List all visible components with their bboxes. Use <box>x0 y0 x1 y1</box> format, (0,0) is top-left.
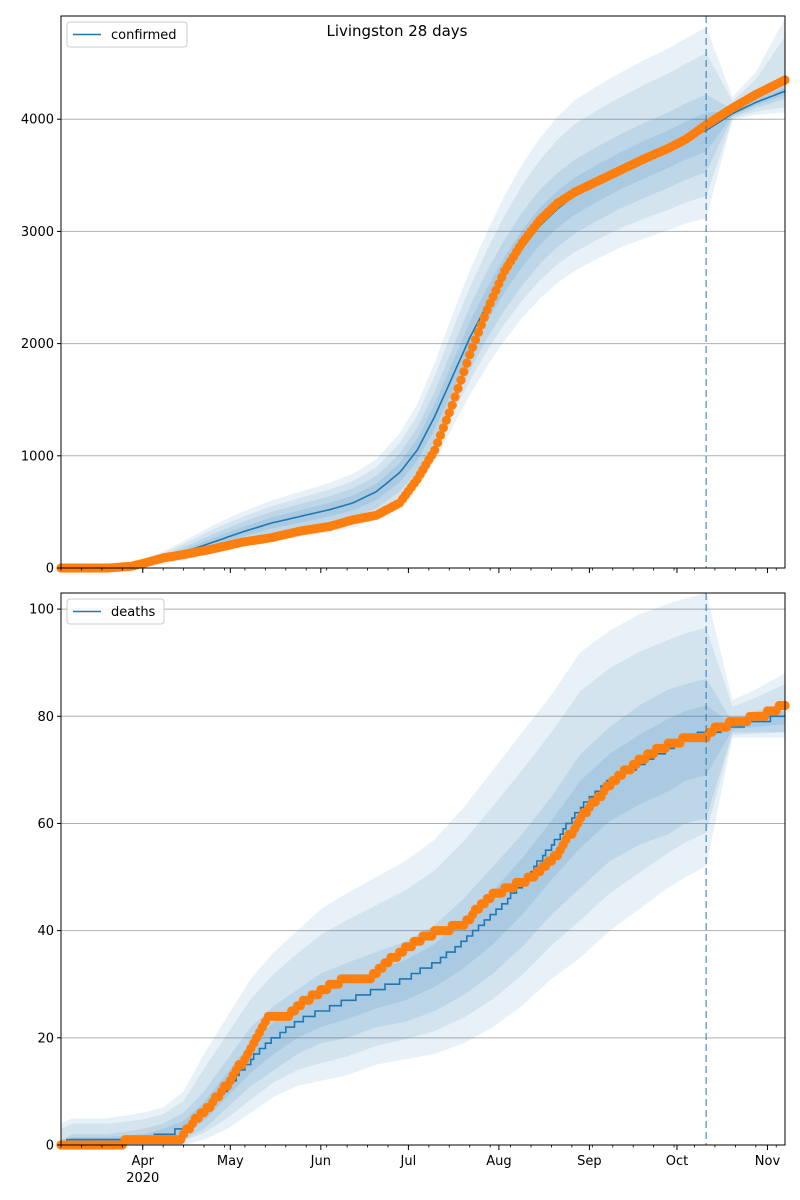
uncertainty-band-mid <box>61 627 785 1145</box>
y-tick-label: 2000 <box>21 337 54 352</box>
uncertainty-band-core <box>61 705 785 1145</box>
uncertainty-band-core <box>61 87 785 568</box>
y-tick-label: 4000 <box>21 113 54 128</box>
uncertainty-band-mid <box>61 36 785 568</box>
observed-point <box>479 312 489 322</box>
observed-point <box>433 438 443 448</box>
confirmed-chart-panel: 0 1000 2000 3000 4000 confirmed <box>21 15 790 577</box>
legend-label: confirmed <box>111 28 177 43</box>
x-tick-label: Oct <box>666 1154 688 1169</box>
x-tick-label: Nov <box>755 1154 781 1169</box>
legend: confirmed <box>66 21 188 48</box>
legend: deaths <box>66 598 165 625</box>
observed-point <box>438 423 448 433</box>
observed-point <box>459 367 469 377</box>
x-tick-label: Apr <box>131 1154 154 1169</box>
x-year-label: 2020 <box>126 1171 159 1186</box>
x-tick-label: Jul <box>400 1154 417 1169</box>
legend-label: deaths <box>111 605 156 620</box>
uncertainty-band-outer <box>61 593 785 1145</box>
x-tick-label: May <box>217 1154 244 1169</box>
observed-point <box>435 430 446 440</box>
observed-point <box>444 408 454 418</box>
y-tick-label: 80 <box>37 710 54 725</box>
observed-point <box>470 335 481 345</box>
y-tick-label: 20 <box>37 1031 54 1046</box>
x-tick-label: Aug <box>486 1154 511 1169</box>
observed-point <box>456 375 466 385</box>
observed-point <box>453 383 463 394</box>
legend-box <box>66 21 188 48</box>
observed-point <box>447 400 457 410</box>
y-tick-label: 100 <box>29 603 54 618</box>
y-tick-label: 1000 <box>21 449 54 464</box>
y-tick-label: 3000 <box>21 225 54 240</box>
deaths-chart-panel: 0 20 40 60 80 100 Apr May Jun Jul Aug Sep Oct Nov 2020… <box>29 592 790 1186</box>
observed-point <box>450 392 460 402</box>
y-tick-label: 60 <box>37 817 54 832</box>
x-tick-label: Jun <box>310 1154 331 1169</box>
axes-frame <box>60 592 786 1146</box>
observed-point <box>476 320 486 330</box>
legend-box <box>66 598 165 625</box>
y-tick-label: 0 <box>46 1139 54 1154</box>
x-tick-label: Sep <box>577 1154 602 1169</box>
figure-title: Livingston 28 days <box>326 22 467 40</box>
axes-frame <box>60 15 786 569</box>
uncertainty-band-outer <box>61 18 785 568</box>
y-tick-label: 0 <box>46 562 54 577</box>
observed-point <box>473 327 484 337</box>
observed-point <box>430 445 440 455</box>
observed-point <box>441 415 451 425</box>
observed-point <box>468 342 478 352</box>
y-tick-label: 40 <box>37 924 54 939</box>
uncertainty-band-inner <box>61 83 785 569</box>
observed-point <box>462 358 472 368</box>
observed-point <box>465 350 475 360</box>
